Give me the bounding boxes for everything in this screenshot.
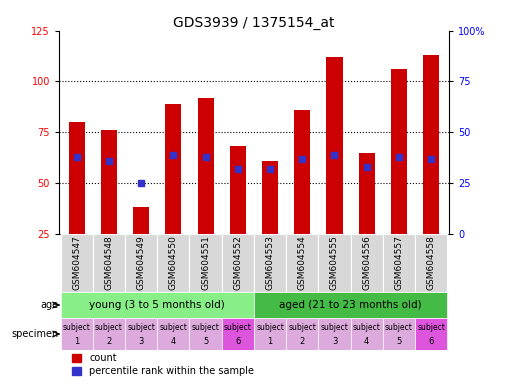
Text: specimen: specimen xyxy=(11,329,58,339)
Bar xyxy=(165,104,182,234)
Text: age: age xyxy=(41,300,58,310)
Text: GSM604552: GSM604552 xyxy=(233,235,242,290)
Bar xyxy=(198,98,213,234)
Text: subject: subject xyxy=(321,323,348,332)
Bar xyxy=(359,152,375,234)
Bar xyxy=(157,234,189,292)
Bar xyxy=(254,234,286,292)
Bar xyxy=(286,318,319,350)
Bar xyxy=(415,318,447,350)
Bar xyxy=(294,110,310,234)
Bar xyxy=(93,318,125,350)
Text: GSM604549: GSM604549 xyxy=(136,235,146,290)
Point xyxy=(266,166,274,172)
Text: GSM604553: GSM604553 xyxy=(266,235,274,290)
Text: 5: 5 xyxy=(397,338,402,346)
Bar xyxy=(383,234,415,292)
Text: subject: subject xyxy=(288,323,316,332)
Bar xyxy=(415,234,447,292)
Text: subject: subject xyxy=(353,323,381,332)
Text: GSM604555: GSM604555 xyxy=(330,235,339,290)
Text: GSM604557: GSM604557 xyxy=(394,235,403,290)
Bar xyxy=(254,292,447,318)
Bar xyxy=(383,318,415,350)
Bar xyxy=(101,130,117,234)
Point xyxy=(169,151,177,157)
Bar xyxy=(93,234,125,292)
Text: GSM604550: GSM604550 xyxy=(169,235,178,290)
Title: GDS3939 / 1375154_at: GDS3939 / 1375154_at xyxy=(173,16,334,30)
Bar xyxy=(423,55,439,234)
Bar xyxy=(230,146,246,234)
Point xyxy=(395,154,403,160)
Text: 1: 1 xyxy=(267,338,273,346)
Text: aged (21 to 23 months old): aged (21 to 23 months old) xyxy=(279,300,422,310)
Bar xyxy=(350,318,383,350)
Text: subject: subject xyxy=(385,323,413,332)
Text: GSM604551: GSM604551 xyxy=(201,235,210,290)
Text: GSM604558: GSM604558 xyxy=(427,235,436,290)
Text: 2: 2 xyxy=(106,338,111,346)
Text: GSM604556: GSM604556 xyxy=(362,235,371,290)
Text: subject: subject xyxy=(417,323,445,332)
Bar xyxy=(61,292,254,318)
Point xyxy=(202,154,210,160)
Bar xyxy=(61,234,93,292)
Text: GSM604548: GSM604548 xyxy=(105,235,113,290)
Bar xyxy=(222,318,254,350)
Bar xyxy=(262,161,278,234)
Point xyxy=(73,154,81,160)
Text: 5: 5 xyxy=(203,338,208,346)
Text: 4: 4 xyxy=(364,338,369,346)
Point xyxy=(105,157,113,164)
Text: GSM604554: GSM604554 xyxy=(298,235,307,290)
Text: 3: 3 xyxy=(139,338,144,346)
Bar xyxy=(326,57,343,234)
Bar xyxy=(133,207,149,234)
Bar xyxy=(319,234,350,292)
Bar xyxy=(157,318,189,350)
Point xyxy=(298,156,306,162)
Text: subject: subject xyxy=(224,323,252,332)
Bar xyxy=(125,318,157,350)
Bar xyxy=(61,318,93,350)
Bar xyxy=(69,122,85,234)
Bar xyxy=(222,234,254,292)
Point xyxy=(363,164,371,170)
Text: subject: subject xyxy=(192,323,220,332)
Bar xyxy=(254,318,286,350)
Bar xyxy=(286,234,319,292)
Bar xyxy=(350,234,383,292)
Bar xyxy=(391,69,407,234)
Text: subject: subject xyxy=(95,323,123,332)
Text: young (3 to 5 months old): young (3 to 5 months old) xyxy=(89,300,225,310)
Text: subject: subject xyxy=(63,323,91,332)
Text: 6: 6 xyxy=(235,338,241,346)
Legend: count, percentile rank within the sample: count, percentile rank within the sample xyxy=(72,353,254,376)
Point xyxy=(330,151,339,157)
Bar xyxy=(125,234,157,292)
Text: subject: subject xyxy=(127,323,155,332)
Point xyxy=(234,166,242,172)
Text: 4: 4 xyxy=(171,338,176,346)
Text: 3: 3 xyxy=(332,338,337,346)
Text: 2: 2 xyxy=(300,338,305,346)
Text: 6: 6 xyxy=(428,338,434,346)
Text: subject: subject xyxy=(256,323,284,332)
Point xyxy=(427,156,435,162)
Text: GSM604547: GSM604547 xyxy=(72,235,81,290)
Bar xyxy=(189,318,222,350)
Text: 1: 1 xyxy=(74,338,80,346)
Point xyxy=(137,180,145,186)
Bar xyxy=(189,234,222,292)
Text: subject: subject xyxy=(160,323,187,332)
Bar xyxy=(319,318,350,350)
